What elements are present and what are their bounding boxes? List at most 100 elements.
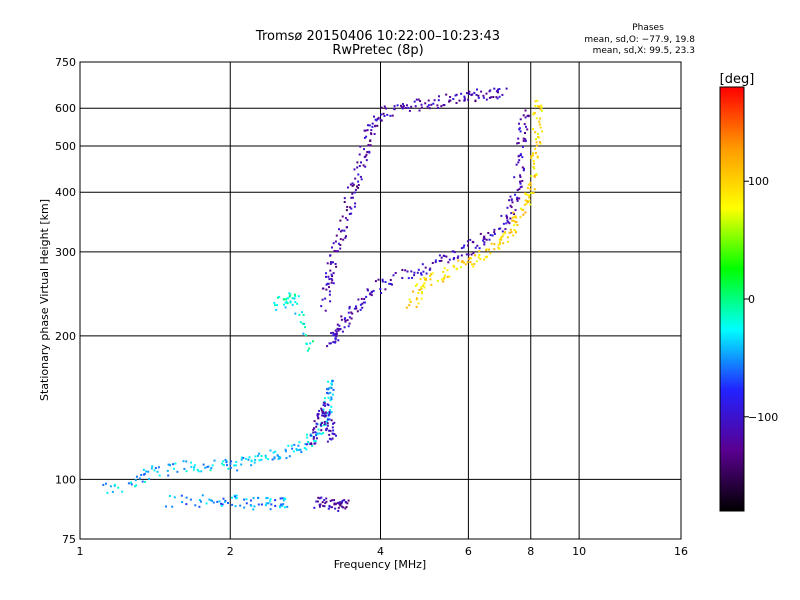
data-point: [258, 452, 261, 455]
axis-ticks: 1 2 4 6 8 10 16 75 100 200 300 400 500 600 750: [55, 56, 688, 558]
data-point: [301, 322, 304, 325]
data-point: [323, 402, 326, 405]
data-point: [497, 246, 500, 249]
data-point: [264, 454, 267, 457]
data-point: [250, 464, 253, 467]
data-point: [495, 96, 498, 99]
data-point: [299, 448, 302, 451]
data-point: [521, 166, 524, 169]
data-point: [421, 292, 424, 295]
data-point: [369, 144, 372, 147]
data-point: [213, 459, 216, 462]
data-point: [283, 303, 285, 306]
data-point: [492, 96, 495, 98]
data-point: [348, 316, 351, 319]
data-point: [409, 300, 412, 303]
data-point: [138, 477, 141, 480]
data-point: [460, 92, 463, 95]
data-point: [366, 288, 369, 291]
data-point: [511, 201, 514, 204]
data-point: [312, 437, 315, 440]
data-point: [284, 498, 287, 501]
data-point: [199, 500, 202, 503]
data-point: [526, 114, 529, 117]
data-point: [337, 506, 340, 509]
data-point: [360, 161, 362, 164]
data-point: [331, 426, 334, 429]
data-point: [463, 97, 466, 100]
data-point: [522, 114, 525, 117]
data-point: [524, 138, 527, 141]
data-point: [410, 105, 413, 108]
data-point: [305, 448, 308, 451]
data-point: [517, 161, 520, 164]
data-point: [472, 265, 475, 268]
data-point: [291, 447, 294, 450]
data-point: [324, 404, 326, 407]
data-point: [339, 244, 342, 246]
colorbar-tick-label: −100: [748, 411, 778, 424]
data-point: [538, 141, 541, 144]
data-point: [393, 105, 396, 108]
data-point: [380, 119, 383, 122]
data-point: [374, 280, 377, 283]
data-point: [364, 129, 367, 132]
y-tick-label: 500: [55, 140, 76, 153]
data-point: [117, 486, 120, 489]
data-point: [211, 464, 214, 467]
x-tick-label: 1: [77, 545, 84, 558]
data-point: [535, 141, 538, 144]
data-point: [341, 229, 344, 232]
data-point: [359, 303, 362, 306]
data-point: [488, 248, 490, 251]
data-point: [288, 455, 291, 458]
data-point: [391, 283, 393, 286]
data-point: [313, 427, 316, 430]
data-point: [329, 269, 332, 272]
data-point: [534, 147, 537, 150]
data-point: [284, 448, 287, 451]
data-point: [538, 120, 541, 123]
data-point: [153, 469, 156, 472]
data-point: [362, 164, 365, 167]
data-point: [167, 463, 170, 466]
data-point: [339, 504, 342, 507]
data-point: [140, 474, 143, 476]
data-point: [257, 496, 260, 499]
data-point: [180, 494, 183, 497]
data-point: [517, 142, 520, 144]
data-point: [374, 118, 377, 121]
data-point: [448, 99, 451, 102]
data-point: [336, 502, 339, 504]
data-point: [293, 297, 296, 300]
data-point: [350, 207, 353, 210]
data-point: [166, 469, 169, 472]
data-point: [323, 423, 326, 426]
data-point: [336, 323, 339, 326]
data-point: [452, 98, 455, 100]
data-point: [516, 224, 519, 226]
data-point: [525, 125, 527, 128]
y-tick-label: 400: [55, 186, 76, 199]
data-point: [269, 498, 272, 501]
data-point: [235, 497, 238, 500]
data-point: [473, 91, 476, 94]
data-point: [346, 218, 349, 221]
data-point: [317, 417, 320, 420]
data-point: [518, 197, 521, 200]
data-point: [464, 263, 467, 266]
data-point: [285, 300, 288, 303]
data-point: [415, 305, 418, 308]
data-point: [227, 502, 229, 504]
data-point: [401, 277, 404, 279]
data-point: [478, 250, 481, 253]
data-point: [301, 311, 303, 314]
data-point: [324, 502, 327, 505]
data-point: [516, 199, 519, 202]
data-point: [496, 89, 499, 92]
data-point: [274, 504, 277, 507]
data-point: [235, 494, 238, 497]
data-point: [335, 333, 338, 336]
data-point: [313, 506, 316, 509]
data-point: [424, 266, 427, 269]
